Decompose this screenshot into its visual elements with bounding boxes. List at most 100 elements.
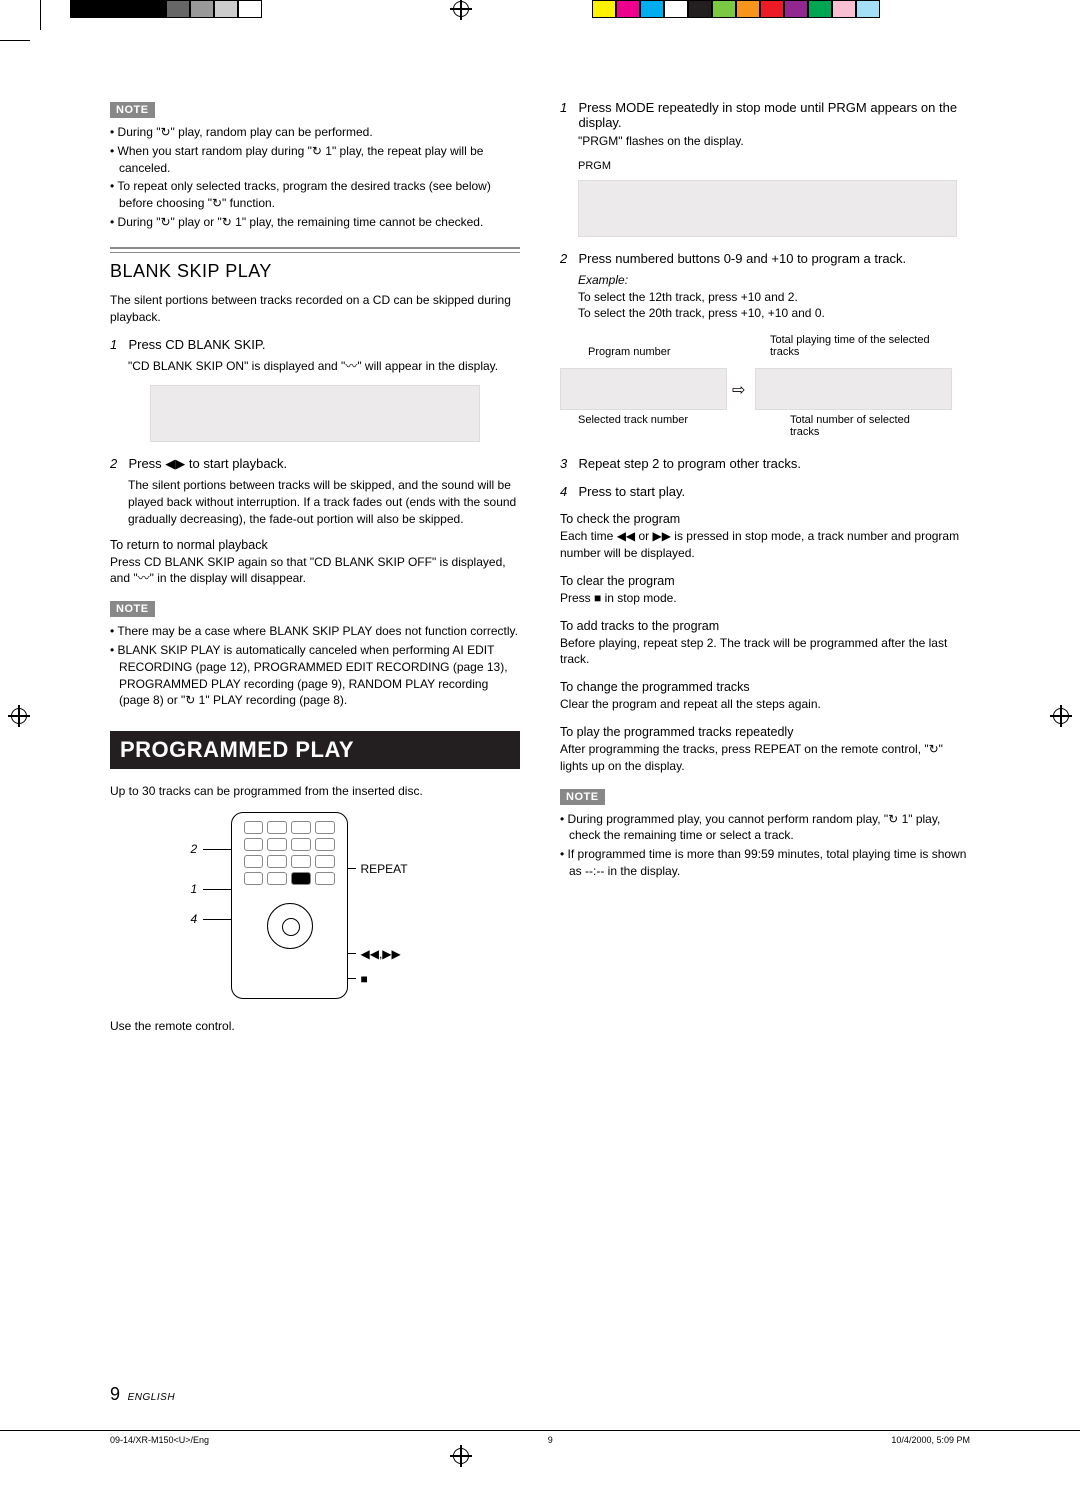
page-number-value: 9	[110, 1384, 120, 1404]
registration-mark-icon	[450, 0, 472, 20]
remote-callout: 2	[191, 842, 198, 856]
example-line: To select the 20th track, press +10, +10…	[578, 305, 970, 322]
sub-heading: To check the program	[560, 512, 970, 526]
step-heading: Repeat step 2 to program other tracks.	[578, 456, 968, 471]
step-body: "CD BLANK SKIP ON" is displayed and "〰" …	[128, 358, 520, 375]
note-tag: NOTE	[110, 102, 155, 118]
sub-heading: To return to normal playback	[110, 538, 520, 552]
remote-control-illustration: 2 1 4 REPEAT ◀◀,▶▶ ■	[131, 812, 500, 1002]
note-tag: NOTE	[560, 789, 605, 805]
section-intro: The silent portions between tracks recor…	[110, 292, 520, 326]
remote-callout: ■	[361, 972, 368, 986]
registration-mark-icon	[450, 1445, 472, 1467]
color-swatch	[856, 0, 880, 18]
body-text: After programming the tracks, press REPE…	[560, 741, 970, 775]
registration-mark-icon	[1050, 705, 1072, 727]
remote-callout: ◀◀,▶▶	[361, 947, 401, 961]
note-list: During "↻" play, random play can be perf…	[110, 124, 520, 231]
footer-left: 09-14/XR-M150<U>/Eng	[110, 1435, 209, 1445]
body-text: Use the remote control.	[110, 1018, 520, 1035]
annotation-label: Program number	[588, 346, 671, 358]
color-swatch	[94, 0, 118, 18]
step-body: The silent portions between tracks will …	[128, 477, 520, 527]
step-number: 2	[560, 251, 574, 266]
crop-mark-icon	[40, 0, 41, 30]
color-swatch	[616, 0, 640, 18]
bullet-item: During programmed play, you cannot perfo…	[560, 811, 970, 845]
step-2: 2 Press numbered buttons 0-9 and +10 to …	[560, 251, 970, 322]
step-heading: Press MODE repeatedly in stop mode until…	[578, 100, 968, 130]
section-title: BLANK SKIP PLAY	[110, 261, 520, 282]
step-body: "PRGM" flashes on the display.	[578, 133, 970, 150]
color-swatch	[688, 0, 712, 18]
arrow-right-icon: ⇨	[732, 380, 745, 400]
step-heading: Press CD BLANK SKIP.	[128, 337, 518, 352]
remote-callout: REPEAT	[361, 862, 408, 876]
bullet-item: During "↻" play, random play can be perf…	[110, 124, 520, 141]
bullet-item: When you start random play during "↻ 1" …	[110, 143, 520, 177]
note-list: There may be a case where BLANK SKIP PLA…	[110, 623, 520, 709]
color-swatch	[664, 0, 688, 18]
step-4: 4 Press to start play.	[560, 484, 970, 502]
color-swatch	[736, 0, 760, 18]
lcd-display-illustration	[560, 368, 727, 410]
color-swatch	[712, 0, 736, 18]
step-heading: Press to start play.	[578, 484, 968, 499]
body-text: Press CD BLANK SKIP again so that "CD BL…	[110, 554, 520, 588]
example-line: To select the 12th track, press +10 and …	[578, 289, 970, 306]
step-number: 4	[560, 484, 574, 499]
body-text: Before playing, repeat step 2. The track…	[560, 635, 970, 669]
step-example: Example: To select the 12th track, press…	[578, 272, 970, 322]
annotation-label: Total playing time of the selected track…	[770, 334, 940, 358]
color-swatch	[142, 0, 166, 18]
color-bar-right	[592, 0, 880, 18]
color-swatch	[118, 0, 142, 18]
page: NOTE During "↻" play, random play can be…	[0, 0, 1080, 1485]
step-number: 1	[110, 337, 124, 352]
color-swatch	[832, 0, 856, 18]
color-swatch	[70, 0, 94, 18]
body-text: Up to 30 tracks can be programmed from t…	[110, 783, 520, 800]
step-1: 1 Press MODE repeatedly in stop mode unt…	[560, 100, 970, 150]
sub-heading: To play the programmed tracks repeatedly	[560, 725, 970, 739]
leader-line	[203, 849, 231, 850]
bullet-item: To repeat only selected tracks, program …	[110, 178, 520, 212]
step-2: 2 Press ◀▶ to start playback. The silent…	[110, 456, 520, 527]
annotation-label: Total number of selected tracks	[790, 414, 930, 438]
sub-heading: To change the programmed tracks	[560, 680, 970, 694]
color-swatch	[214, 0, 238, 18]
bullet-item: If programmed time is more than 99:59 mi…	[560, 846, 970, 880]
bullet-item: BLANK SKIP PLAY is automatically cancele…	[110, 642, 520, 709]
lcd-display-illustration	[578, 180, 957, 237]
remote-callout: 1	[191, 882, 198, 896]
step-heading: Press ◀▶ to start playback.	[128, 456, 518, 472]
display-annotation-figure: Program number Total playing time of the…	[560, 332, 970, 442]
footer-right: 10/4/2000, 5:09 PM	[891, 1435, 970, 1445]
color-swatch	[784, 0, 808, 18]
crop-mark-icon	[0, 40, 30, 41]
body-text: Press ■ in stop mode.	[560, 590, 970, 607]
color-swatch	[760, 0, 784, 18]
sub-heading: To add tracks to the program	[560, 619, 970, 633]
remote-callout: 4	[191, 912, 198, 926]
step-3: 3 Repeat step 2 to program other tracks.	[560, 456, 970, 474]
lcd-display-illustration	[755, 368, 952, 410]
color-swatch	[592, 0, 616, 18]
color-swatch	[640, 0, 664, 18]
step-heading: Press numbered buttons 0-9 and +10 to pr…	[578, 251, 968, 266]
body-text: Clear the program and repeat all the ste…	[560, 696, 970, 713]
color-bar-left	[70, 0, 262, 18]
right-column: 1 Press MODE repeatedly in stop mode unt…	[560, 100, 970, 1047]
display-label: PRGM	[578, 160, 970, 172]
step-number: 2	[110, 456, 124, 471]
remote-dpad-icon	[267, 903, 313, 949]
section-banner: PROGRAMMED PLAY	[110, 731, 520, 769]
page-language: ENGLISH	[128, 1392, 175, 1403]
note-tag: NOTE	[110, 601, 155, 617]
bullet-item: There may be a case where BLANK SKIP PLA…	[110, 623, 520, 640]
note-list: During programmed play, you cannot perfo…	[560, 811, 970, 880]
leader-line	[203, 919, 231, 920]
bullet-item: During "↻" play or "↻ 1" play, the remai…	[110, 214, 520, 231]
color-swatch	[166, 0, 190, 18]
leader-line	[203, 889, 231, 890]
